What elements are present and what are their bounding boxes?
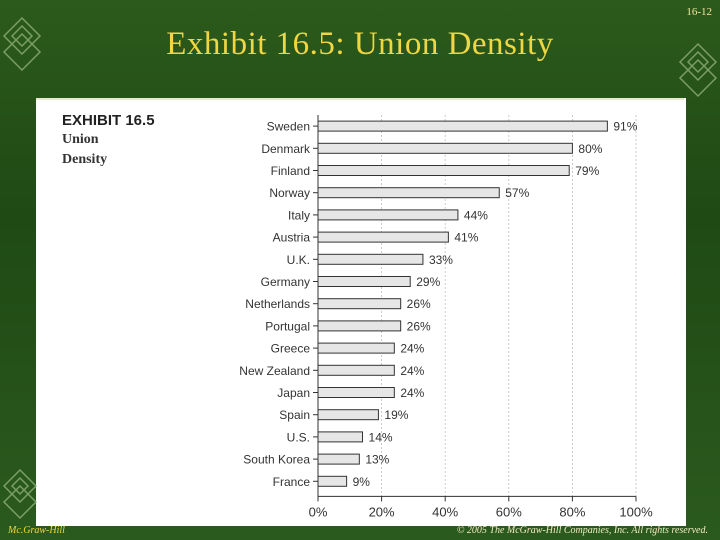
footer-copyright: © 2005 The McGraw-Hill Companies, Inc. A… [456,525,708,536]
category-label: South Korea [243,453,310,467]
data-label: 79% [575,164,599,178]
decorative-diamond-icon [678,42,718,98]
x-tick-label: 100% [619,504,653,519]
x-tick-label: 20% [369,504,395,519]
data-label: 26% [407,319,431,333]
bar [317,165,570,176]
data-label: 13% [365,453,389,467]
bar [317,409,379,421]
category-label: Greece [271,342,311,356]
x-tick-label: 60% [496,504,522,519]
category-label: New Zealand [239,364,310,378]
data-label: 33% [429,253,453,267]
bar [317,387,395,398]
category-label: Austria [273,231,311,245]
category-label: Portugal [265,319,310,333]
bar [317,475,348,487]
category-label: Norway [269,186,310,200]
data-label: 29% [416,275,440,289]
category-label: France [273,475,311,489]
decorative-diamond-icon [2,468,38,520]
slide-title: Exhibit 16.5: Union Density [166,26,554,62]
category-label: U.S. [287,430,310,444]
decorative-diamond-icon [2,16,42,72]
category-label: Finland [271,164,310,178]
category-label: Germany [261,275,310,289]
exhibit-title-line2: Density [62,152,108,167]
bar [317,342,395,354]
exhibit-label: EXHIBIT 16.5 [62,112,155,129]
bar [317,320,402,332]
x-tick-label: 40% [432,504,458,519]
data-label: 26% [407,297,431,311]
slide-number: 16-12 [686,6,712,18]
category-label: Netherlands [245,297,310,311]
bar [317,209,459,221]
bar [317,231,449,243]
bar [317,120,608,132]
category-label: Spain [279,408,310,422]
data-label: 57% [505,186,529,200]
x-tick-label: 0% [309,504,328,519]
data-label: 80% [578,142,602,156]
bar [317,453,360,465]
category-label: Denmark [261,142,311,156]
data-label: 24% [400,342,424,356]
bar [317,187,500,199]
data-label: 14% [369,430,393,444]
bar [317,431,364,443]
category-label: Sweden [267,120,310,134]
x-tick-label: 80% [559,504,585,519]
category-label: Japan [277,386,310,400]
bar [317,253,424,265]
data-label: 44% [464,208,488,222]
bar [317,142,573,154]
exhibit-title-line1: Union [62,132,99,147]
bar [317,298,402,310]
data-label: 24% [400,386,424,400]
data-label: 41% [454,231,478,245]
bar [317,276,411,287]
data-label: 24% [400,364,424,378]
data-label: 91% [613,120,637,134]
data-label: 9% [353,475,371,489]
footer-publisher: Mc.Graw-Hill [8,525,65,536]
data-label: 19% [384,408,408,422]
category-label: U.K. [287,253,310,267]
bar [317,364,395,376]
category-label: Italy [288,208,310,222]
panel-top-strip [36,98,684,100]
